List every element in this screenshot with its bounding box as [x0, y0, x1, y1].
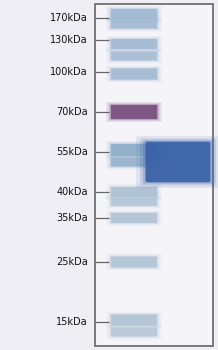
Text: 70kDa: 70kDa	[56, 107, 88, 117]
FancyBboxPatch shape	[109, 50, 159, 62]
FancyBboxPatch shape	[109, 196, 159, 208]
FancyBboxPatch shape	[106, 184, 162, 200]
FancyBboxPatch shape	[110, 68, 158, 80]
FancyBboxPatch shape	[106, 141, 162, 159]
FancyBboxPatch shape	[106, 154, 162, 169]
FancyBboxPatch shape	[110, 8, 158, 20]
FancyBboxPatch shape	[111, 198, 157, 206]
FancyBboxPatch shape	[109, 156, 159, 168]
FancyBboxPatch shape	[111, 51, 157, 61]
FancyBboxPatch shape	[110, 51, 158, 61]
FancyBboxPatch shape	[106, 36, 162, 52]
FancyBboxPatch shape	[111, 315, 157, 326]
FancyBboxPatch shape	[111, 328, 157, 336]
FancyBboxPatch shape	[110, 19, 158, 29]
Text: 100kDa: 100kDa	[50, 67, 88, 77]
FancyBboxPatch shape	[109, 326, 159, 338]
FancyBboxPatch shape	[111, 39, 157, 49]
FancyBboxPatch shape	[109, 313, 159, 327]
Bar	[95, 4, 213, 346]
FancyBboxPatch shape	[110, 197, 158, 207]
FancyBboxPatch shape	[146, 142, 210, 182]
FancyBboxPatch shape	[106, 195, 162, 209]
FancyBboxPatch shape	[143, 140, 213, 184]
FancyBboxPatch shape	[106, 16, 162, 32]
FancyBboxPatch shape	[109, 211, 159, 224]
FancyBboxPatch shape	[106, 210, 162, 226]
FancyBboxPatch shape	[111, 144, 157, 156]
FancyBboxPatch shape	[111, 213, 157, 223]
FancyBboxPatch shape	[106, 324, 162, 339]
FancyBboxPatch shape	[111, 257, 157, 267]
FancyBboxPatch shape	[109, 142, 159, 158]
FancyBboxPatch shape	[111, 20, 157, 28]
FancyBboxPatch shape	[106, 65, 162, 83]
FancyBboxPatch shape	[109, 104, 159, 120]
Text: 55kDa: 55kDa	[56, 147, 88, 157]
FancyBboxPatch shape	[111, 158, 157, 167]
FancyBboxPatch shape	[111, 69, 157, 79]
Text: 15kDa: 15kDa	[56, 317, 88, 327]
Text: 35kDa: 35kDa	[56, 213, 88, 223]
FancyBboxPatch shape	[106, 102, 162, 122]
FancyBboxPatch shape	[111, 187, 157, 197]
FancyBboxPatch shape	[111, 9, 157, 19]
FancyBboxPatch shape	[109, 7, 159, 21]
FancyBboxPatch shape	[110, 104, 158, 120]
FancyBboxPatch shape	[109, 37, 159, 50]
Text: 130kDa: 130kDa	[50, 35, 88, 45]
FancyBboxPatch shape	[110, 327, 158, 337]
FancyBboxPatch shape	[110, 256, 158, 268]
FancyBboxPatch shape	[145, 141, 211, 183]
Text: 170kDa: 170kDa	[50, 13, 88, 23]
FancyBboxPatch shape	[110, 157, 158, 167]
FancyBboxPatch shape	[109, 255, 159, 269]
FancyBboxPatch shape	[110, 212, 158, 224]
FancyBboxPatch shape	[136, 136, 218, 188]
FancyBboxPatch shape	[106, 6, 162, 22]
FancyBboxPatch shape	[106, 312, 162, 329]
FancyBboxPatch shape	[106, 49, 162, 63]
FancyBboxPatch shape	[109, 18, 159, 30]
Text: 25kDa: 25kDa	[56, 257, 88, 267]
FancyBboxPatch shape	[106, 253, 162, 271]
FancyBboxPatch shape	[111, 105, 157, 119]
FancyBboxPatch shape	[109, 67, 159, 81]
FancyBboxPatch shape	[109, 186, 159, 198]
FancyBboxPatch shape	[110, 38, 158, 50]
FancyBboxPatch shape	[110, 143, 158, 157]
FancyBboxPatch shape	[110, 314, 158, 326]
FancyBboxPatch shape	[140, 138, 216, 186]
Text: 40kDa: 40kDa	[56, 187, 88, 197]
FancyBboxPatch shape	[110, 186, 158, 198]
